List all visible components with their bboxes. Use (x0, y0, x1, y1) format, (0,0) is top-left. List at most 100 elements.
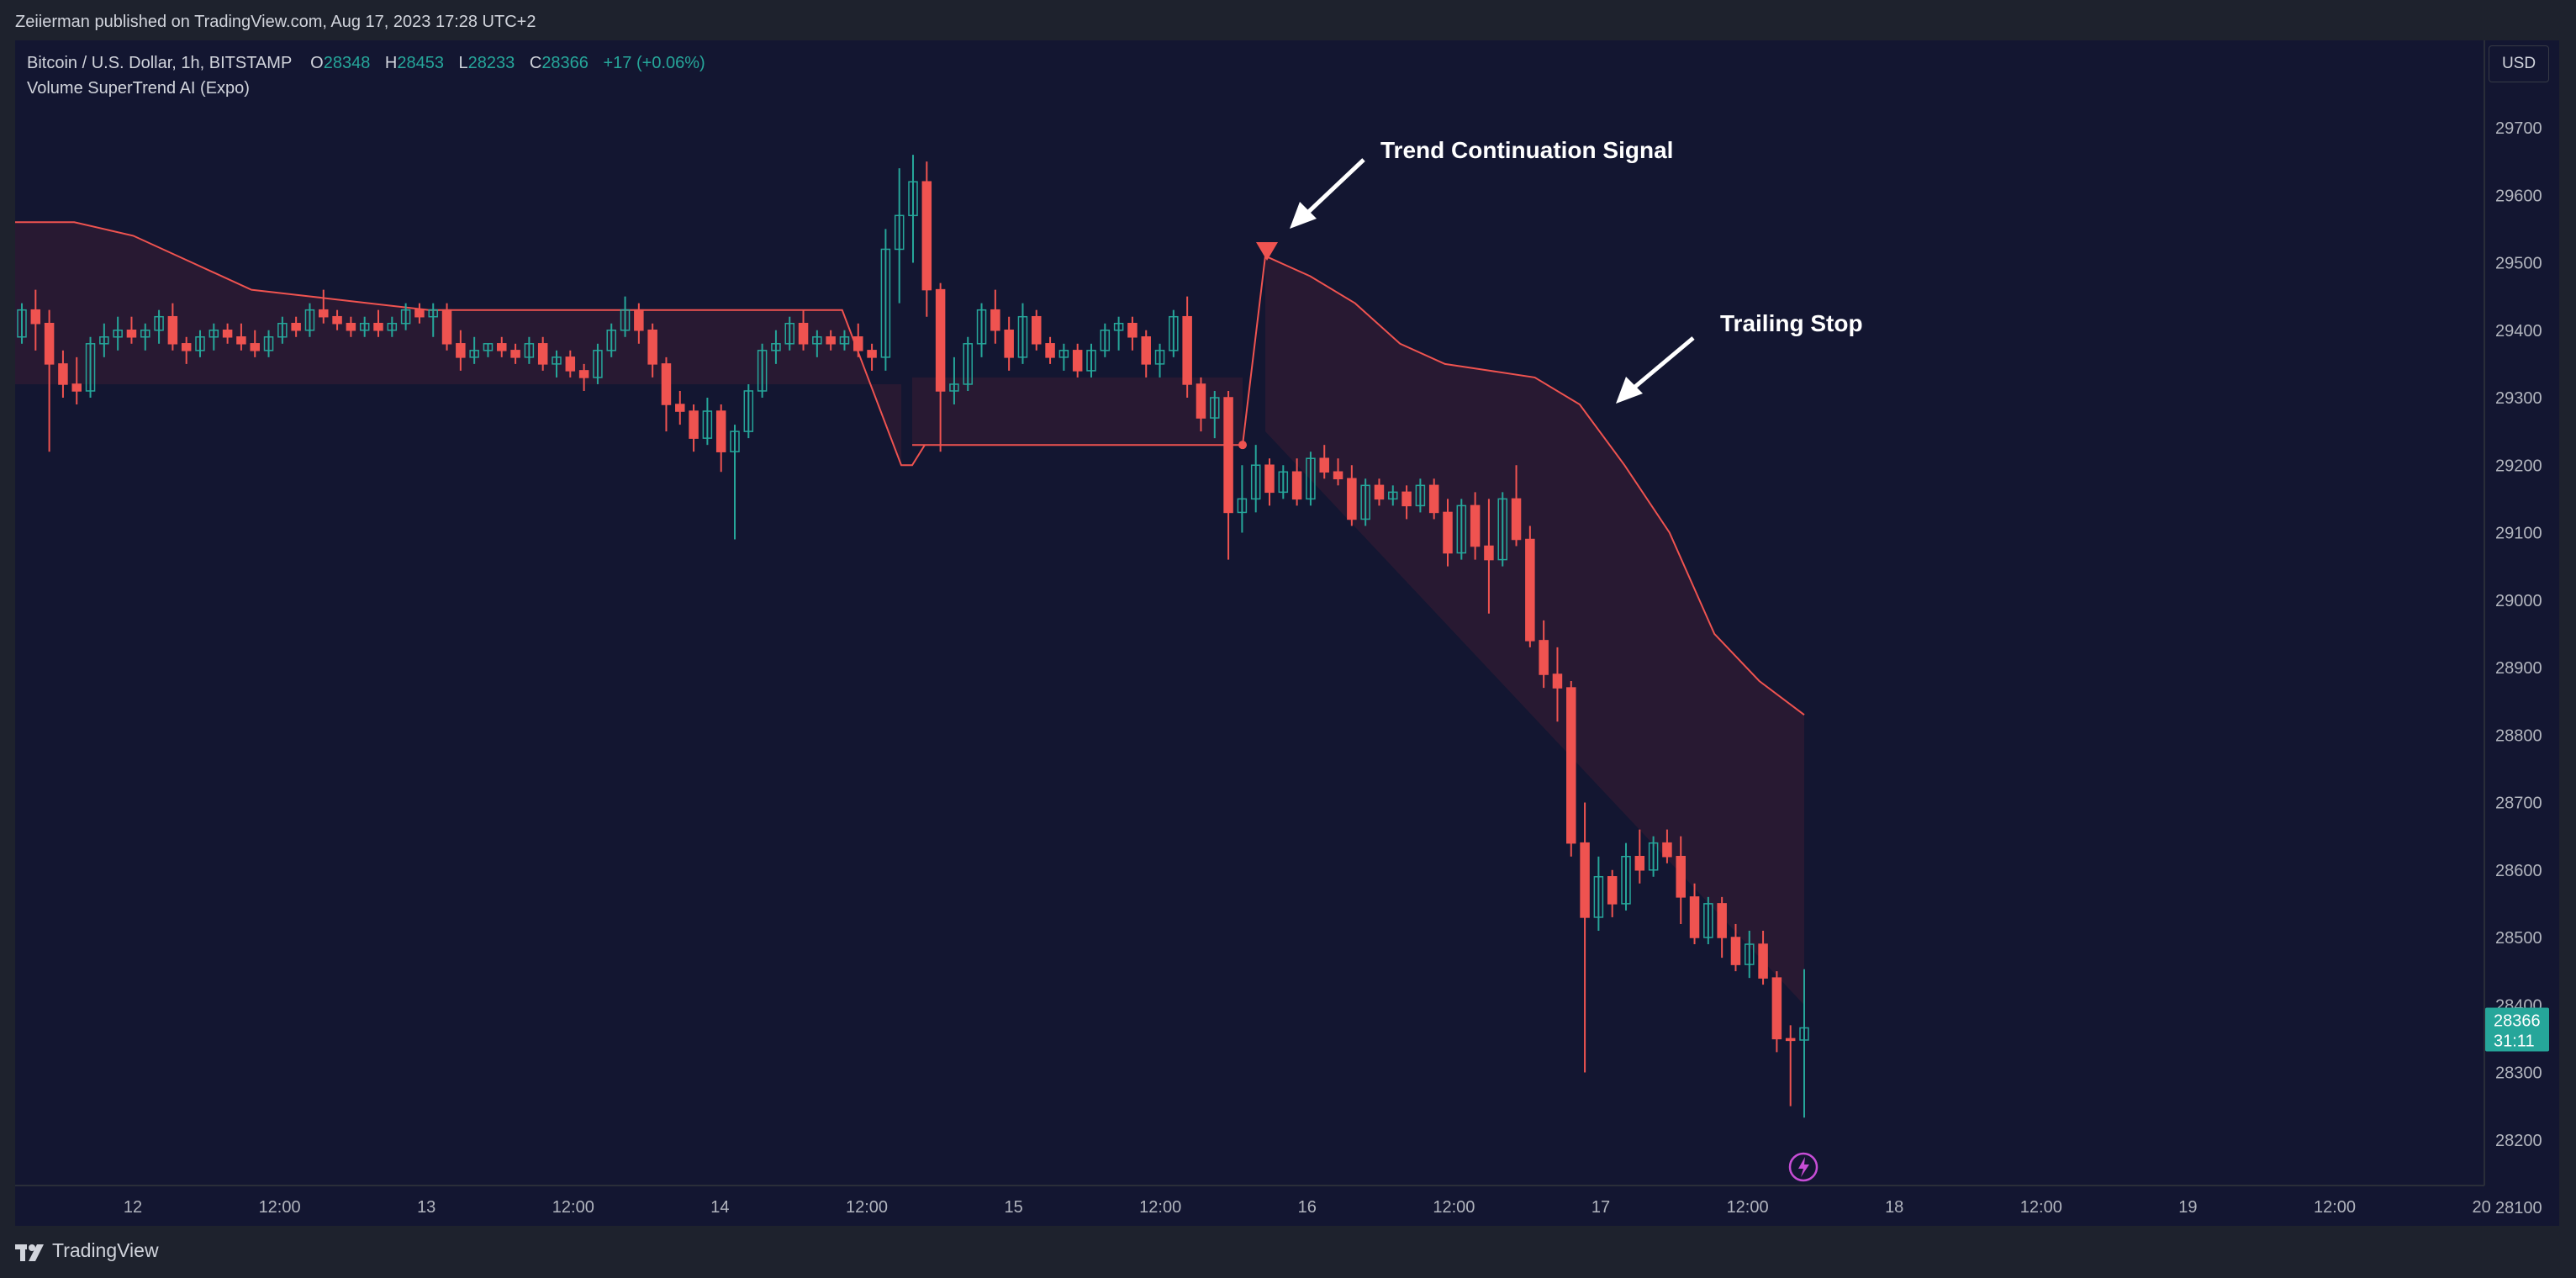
time-tick-label: 12:00 (552, 1198, 594, 1217)
candle-body (880, 248, 891, 358)
candle-body (1100, 330, 1111, 351)
price-tick-label: 28100 (2495, 1199, 2542, 1217)
chart-pane[interactable] (15, 40, 2559, 1226)
candle-body (1278, 471, 1289, 494)
candle-body (661, 363, 672, 405)
candle-body (894, 214, 905, 251)
candle-body (1086, 350, 1096, 372)
annotations-layer: Trend Continuation Signal Trailing Stop 28… (1256, 137, 2549, 1182)
candle-body (702, 410, 713, 439)
change-value: +17 (+0.06%) (603, 54, 705, 72)
annotation-trailing-stop: Trailing Stop (1720, 310, 1863, 336)
publisher-line: Zeiierman published on TradingView.com, … (0, 0, 2576, 40)
indicator-label[interactable]: Volume SuperTrend AI (Expo) (27, 79, 250, 98)
candle-body (1004, 330, 1014, 358)
candle-body (483, 343, 494, 351)
candle-body (359, 322, 370, 331)
tradingview-logo-icon[interactable] (15, 1243, 49, 1263)
candle-body (1525, 538, 1535, 642)
candle-body (853, 336, 863, 351)
candle-body (263, 336, 274, 351)
candle-body (140, 330, 150, 338)
candle-body (154, 315, 164, 331)
annotation-arrowhead-2 (1616, 377, 1643, 404)
candle-body (181, 343, 192, 351)
candle-body (222, 330, 233, 338)
candle-body (1347, 478, 1357, 520)
close-label: C (529, 54, 542, 72)
open-value: 28348 (323, 54, 371, 72)
candle-body (990, 309, 1000, 331)
candle-body (1456, 504, 1467, 554)
candle-body (1250, 464, 1261, 500)
candle-body (1388, 491, 1398, 500)
candle-body (113, 330, 123, 338)
lightning-icon (1788, 1152, 1819, 1182)
candle-body (319, 309, 329, 318)
close-value: 28366 (541, 54, 589, 72)
candle-body (620, 309, 631, 331)
price-tick-label: 29200 (2495, 457, 2542, 475)
time-tick-label: 15 (1004, 1198, 1022, 1217)
time-tick-label: 12:00 (1139, 1198, 1181, 1217)
ohlc-row: Bitcoin / U.S. Dollar, 1h, BITSTAMP O283… (27, 50, 705, 76)
price-tick-label: 28800 (2495, 726, 2542, 745)
supertrend-line-upper (15, 221, 926, 467)
candle-body (497, 343, 507, 351)
candle-body (1360, 484, 1370, 520)
time-tick-label: 12:00 (259, 1198, 301, 1217)
trend-signal-triangle (1256, 242, 1278, 261)
candle-body (1662, 842, 1672, 858)
candle-body (634, 309, 644, 331)
time-tick-label: 12:00 (2020, 1198, 2062, 1217)
candle-body (1210, 397, 1220, 419)
time-tick-label: 12:00 (1727, 1198, 1769, 1217)
candle-body (1745, 943, 1755, 965)
last-price-tag (2485, 1007, 2549, 1052)
price-tick-label: 28500 (2495, 929, 2542, 948)
candle-body (1237, 498, 1248, 514)
countdown-value: 31:11 (2494, 1032, 2535, 1051)
candle-body (510, 350, 520, 358)
candle-body (195, 336, 205, 351)
time-tick-label: 12:00 (2314, 1198, 2356, 1217)
candle-body (537, 343, 548, 365)
candle-body (715, 410, 726, 452)
candle-body (1415, 484, 1426, 507)
lightning-bolt-icon (1798, 1157, 1809, 1177)
candle-body (1319, 457, 1329, 473)
price-tick-label: 28900 (2495, 659, 2542, 678)
chart-grid (15, 40, 2485, 1186)
candle-body (689, 410, 699, 439)
candle-body (277, 322, 288, 338)
supertrend-fill-2 (912, 377, 1243, 446)
time-tick-label: 20 (2472, 1198, 2490, 1217)
indicator-row[interactable]: Volume SuperTrend AI (Expo) (27, 76, 705, 101)
price-tick-label: 29500 (2495, 255, 2542, 273)
currency-button[interactable]: USD (2489, 45, 2549, 82)
candle-body (441, 309, 452, 345)
footer-bar (0, 1226, 2576, 1278)
annotation-trend-continuation: Trend Continuation Signal (1380, 137, 1673, 163)
candle-body (757, 350, 768, 392)
candle-body (30, 309, 41, 325)
candle-body (1621, 855, 1631, 905)
candle-body (675, 404, 685, 412)
candle-body (1264, 464, 1275, 494)
candle-body (99, 336, 109, 345)
symbol-label[interactable]: Bitcoin / U.S. Dollar, 1h, BITSTAMP (27, 54, 292, 72)
tradingview-brand[interactable]: TradingView (52, 1239, 159, 1261)
time-tick-label: 13 (417, 1198, 435, 1217)
low-label: L (458, 54, 468, 72)
candle-body (1017, 315, 1028, 358)
time-tick-label: 12:00 (1433, 1198, 1475, 1217)
candle-body (552, 356, 562, 365)
time-tick-label: 16 (1298, 1198, 1317, 1217)
time-tick-label: 18 (1885, 1198, 1903, 1217)
supertrend-flip-dot (1238, 441, 1247, 450)
candle-body (126, 330, 137, 338)
candle-body (1566, 687, 1576, 844)
candle-body (428, 309, 438, 318)
candle-body (730, 430, 740, 452)
